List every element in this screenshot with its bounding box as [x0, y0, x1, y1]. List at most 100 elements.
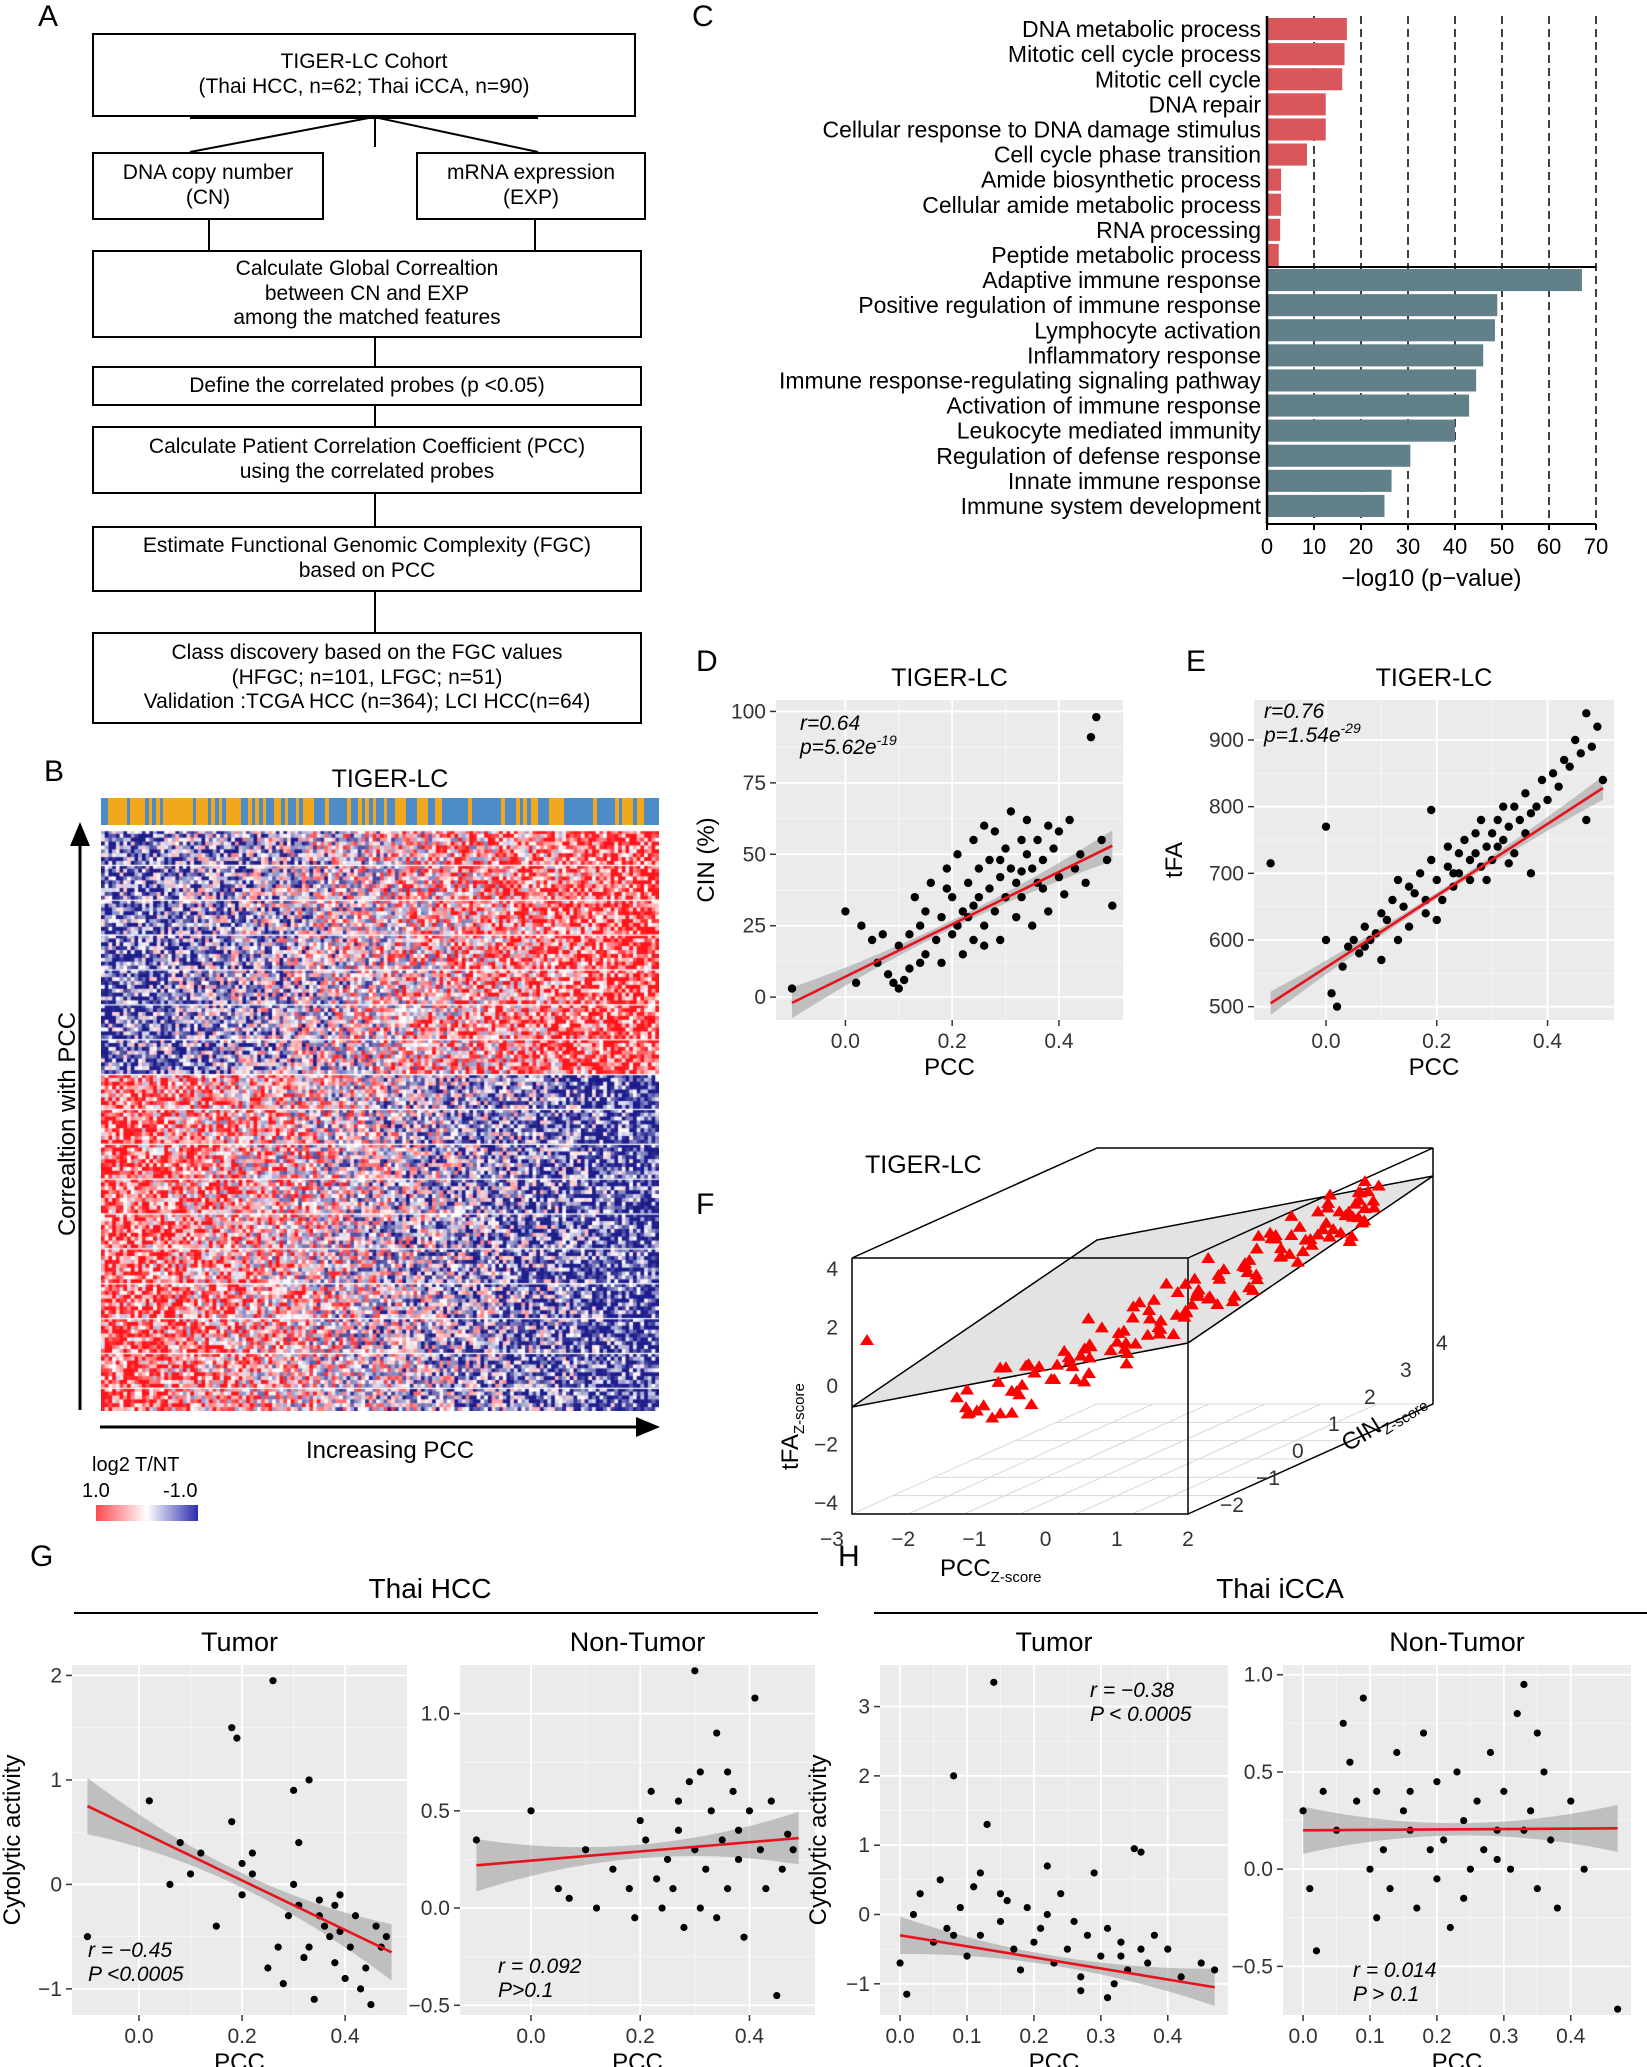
data-point	[1346, 1758, 1354, 1766]
data-point	[1065, 1360, 1080, 1372]
y-tick-label: −1	[846, 1973, 870, 1996]
x-axis-label: PCC	[1409, 1054, 1460, 1081]
data-point	[1454, 849, 1464, 858]
annotation-cell	[225, 798, 230, 825]
data-point	[915, 921, 925, 930]
data-point	[1144, 1959, 1152, 1967]
annotation-cell	[387, 798, 392, 825]
data-point	[1023, 1903, 1031, 1912]
y-tick-label: −1	[1256, 1467, 1280, 1490]
data-point	[1353, 1797, 1361, 1805]
annotation-cell	[240, 798, 245, 825]
annotation-cell	[589, 798, 594, 825]
flow-box-class-discovery: Class discovery based on the FGC values(…	[92, 632, 642, 724]
data-point	[1510, 849, 1519, 858]
annotation-cell	[600, 798, 605, 825]
stat-r: r=0.64	[800, 712, 860, 735]
data-point	[958, 950, 968, 959]
data-point	[1057, 1890, 1065, 1898]
x-tick-label: 0.4	[1556, 2025, 1586, 2048]
data-point	[1554, 782, 1563, 791]
data-point	[1333, 1226, 1348, 1238]
data-point	[1426, 1846, 1434, 1854]
y-tick-label: 0	[754, 986, 766, 1009]
annotation-cell	[629, 798, 634, 825]
data-point	[1117, 1938, 1125, 1946]
data-point	[1504, 822, 1513, 831]
annotation-cell	[622, 798, 627, 825]
annotation-cell	[490, 798, 495, 825]
data-point	[647, 1787, 655, 1795]
x-tick-label: 0.4	[1153, 2025, 1183, 2048]
annotation-cell	[402, 798, 407, 825]
annotation-cell	[269, 798, 275, 825]
data-point	[1486, 1748, 1495, 1757]
data-point	[582, 1846, 590, 1854]
x-tick-label: 0.4	[1044, 1030, 1074, 1053]
annotation-cell	[515, 798, 520, 825]
data-point	[290, 1786, 298, 1794]
data-point	[1533, 1729, 1541, 1737]
annotation-cell	[391, 798, 396, 825]
x-tick-label: 0.4	[1533, 1030, 1563, 1053]
annotation-cell	[438, 798, 443, 825]
y-tick-label: 0	[1292, 1440, 1304, 1463]
data-point	[1116, 1324, 1131, 1336]
data-point	[653, 1875, 661, 1883]
annotation-cell	[442, 798, 447, 825]
data-point	[685, 1778, 693, 1786]
annotation-cell	[284, 798, 289, 825]
group-line-hcc	[74, 1612, 818, 1614]
bar-label: DNA metabolic process	[1022, 16, 1261, 42]
annotation-cell	[405, 798, 410, 825]
x-axis-label: PCC	[924, 1054, 975, 1081]
x-tick-label: 0.4	[735, 2025, 765, 2048]
annotation-cell	[596, 798, 601, 825]
data-point	[1499, 835, 1508, 845]
data-point	[1404, 882, 1414, 891]
data-point	[1197, 1959, 1205, 1967]
bar-label: Cell cycle phase transition	[994, 142, 1261, 168]
x-tick-label: 0.1	[1355, 2025, 1384, 2048]
data-point	[1242, 1281, 1257, 1293]
data-point	[1582, 709, 1591, 718]
annotation-cell	[178, 798, 183, 825]
data-point	[909, 1910, 918, 1919]
data-point	[1030, 1938, 1038, 1946]
data-point	[1476, 815, 1486, 825]
annotation-cell	[277, 798, 282, 825]
annotation-cell	[321, 798, 326, 825]
plot-title: TIGER-LC	[865, 1151, 982, 1179]
regression-line	[1269, 786, 1604, 1005]
data-point	[279, 1980, 287, 1988]
annotation-cell	[427, 798, 432, 825]
data-point	[1146, 1293, 1161, 1305]
data-point	[1054, 872, 1064, 882]
annotation-cell	[218, 798, 223, 825]
data-point	[969, 835, 978, 845]
data-point	[1081, 878, 1090, 888]
data-point	[1242, 1253, 1257, 1265]
data-point	[878, 930, 887, 939]
data-point	[1284, 1228, 1299, 1240]
data-point	[238, 1891, 246, 1899]
data-point	[1559, 755, 1569, 765]
flow-box-fgc: Estimate Functional Genomic Complexity (…	[92, 526, 642, 592]
annotation-cell	[504, 798, 509, 825]
data-point	[1443, 842, 1453, 851]
x-tick-label: −3	[820, 1528, 844, 1551]
data-point	[1264, 1231, 1279, 1243]
annotation-cell	[328, 798, 333, 825]
annotation-cell	[460, 798, 465, 825]
data-point	[472, 1836, 480, 1844]
data-point	[724, 1885, 732, 1893]
data-point	[1466, 1865, 1474, 1873]
data-point	[1446, 1923, 1454, 1932]
heatmap-legend-left: 1.0	[82, 1480, 110, 1502]
annotation-cell	[358, 798, 363, 825]
flow-box-pcc: Calculate Patient Correlation Coefficien…	[92, 426, 642, 494]
data-point	[1321, 822, 1331, 831]
data-point	[269, 1677, 277, 1685]
data-point	[310, 1995, 318, 2003]
data-point	[1077, 1987, 1085, 1995]
